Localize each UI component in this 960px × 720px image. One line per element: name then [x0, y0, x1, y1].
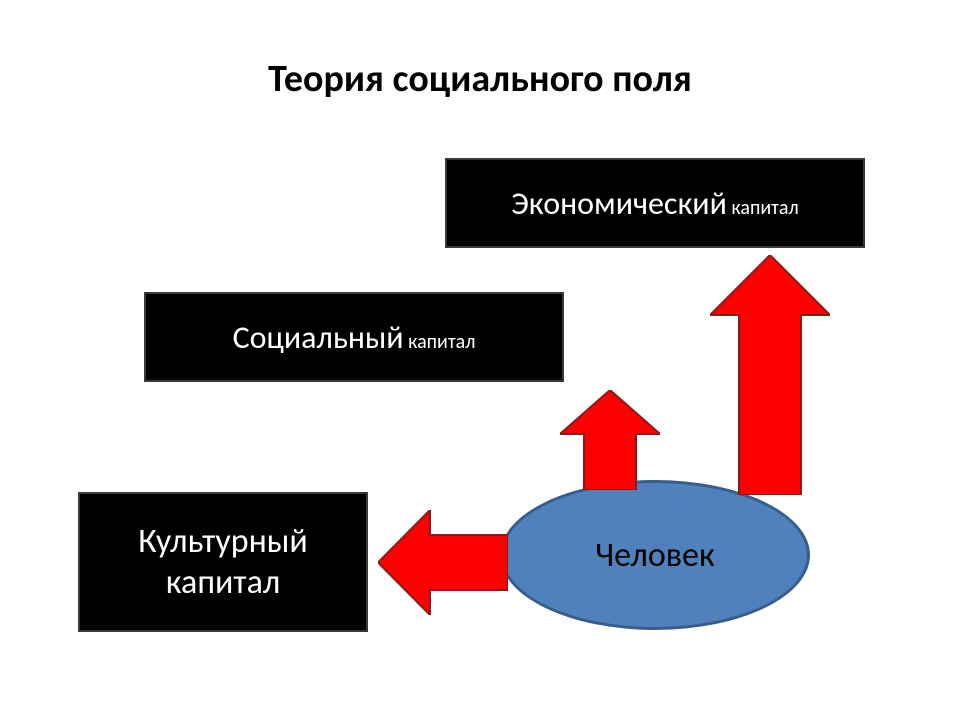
box-cultural-line1: Культурный	[138, 521, 308, 562]
box-social-capital: Социальный капитал	[144, 292, 564, 382]
ellipse-person: Человек	[500, 480, 810, 630]
box-economic-capital: Экономический капитал	[445, 158, 865, 248]
box-cultural-line2: капитал	[138, 562, 308, 603]
arrow-left-icon	[378, 510, 508, 615]
box-social-small: капитал	[404, 330, 476, 354]
box-social-big: Социальный	[233, 318, 404, 357]
box-economic-small: капитал	[727, 196, 799, 220]
diagram-stage: Теория социального поля Экономический ка…	[0, 0, 960, 720]
arrow-up-small-icon	[560, 390, 660, 490]
ellipse-person-label: Человек	[595, 535, 715, 576]
arrow-up-big-icon	[710, 255, 830, 495]
box-economic-big: Экономический	[511, 184, 727, 223]
page-title: Теория социального поля	[0, 56, 960, 102]
box-cultural-capital: Культурный капитал	[78, 492, 368, 632]
